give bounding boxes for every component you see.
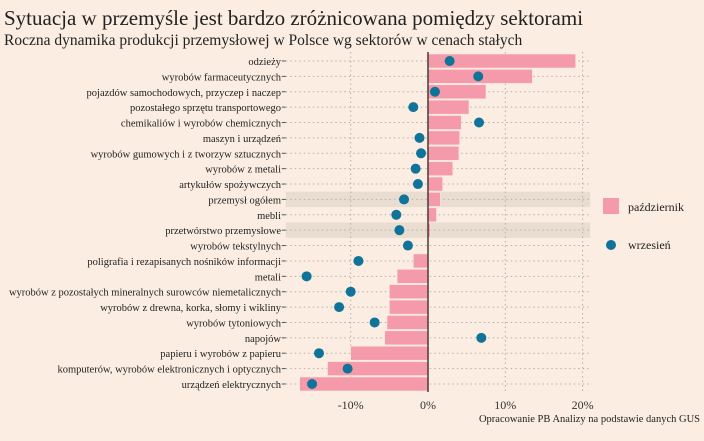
source-note: Opracowanie PB Analizy na podstawie dany… (479, 414, 700, 425)
bar-pazdziernik (396, 269, 429, 284)
dot-wrzesien (342, 363, 353, 374)
category-label: wyrobów gumowych i z tworzyw sztucznych (91, 149, 282, 160)
category-label: odzieży (248, 57, 281, 68)
dot-wrzesien (301, 271, 312, 282)
dot-wrzesien (391, 209, 402, 220)
x-tick-label: 10% (494, 398, 516, 412)
category-label: wyrobów z metali (205, 165, 281, 176)
category-label: pojazdów samochodowych, przyczep i nacze… (87, 88, 281, 99)
category-label: urządzeń elektrycznych (182, 380, 282, 391)
dot-wrzesien (353, 255, 364, 266)
chart-subtitle: Roczna dynamika produkcji przemysłowej w… (4, 32, 523, 49)
bar-pazdziernik (413, 253, 429, 269)
category-label: metali (255, 272, 281, 283)
category-label: wyrobów z drewna, korka, słomy i wikliny (100, 303, 282, 314)
dot-wrzesien (394, 225, 405, 236)
legend-swatch-bar (603, 198, 619, 214)
bar-pazdziernik (389, 299, 429, 315)
dot-wrzesien (429, 86, 440, 97)
category-label: wyrobów tekstylnych (190, 242, 281, 253)
category-label: komputerów, wyrobów elektronicznych i op… (57, 365, 281, 376)
category-label: artykułów spożywczych (179, 180, 282, 191)
bar-pazdziernik (427, 192, 441, 207)
chart-title: Sytuacja w przemyśle jest bardzo zróżnic… (4, 6, 584, 30)
dot-wrzesien (402, 240, 413, 251)
category-label: wyrobów z pozostałych mineralnych surowc… (9, 288, 282, 299)
dot-wrzesien (399, 194, 410, 205)
bar-pazdziernik (389, 284, 429, 300)
dot-wrzesien (412, 179, 423, 190)
category-label: pozostałego sprzętu transportowego (130, 103, 281, 114)
category-label: wyrobów farmaceutycznych (162, 72, 282, 83)
dot-wrzesien (473, 71, 484, 82)
bar-pazdziernik (350, 345, 429, 361)
dot-wrzesien (369, 317, 380, 328)
category-label: mebli (257, 211, 281, 222)
category-label: chemikaliów i wyrobów chemicznych (121, 119, 282, 130)
legend-swatch-dot (606, 240, 616, 250)
category-label: przetwórstwo przemysłowe (165, 226, 281, 237)
category-label: papieru i wyrobów z papieru (160, 349, 281, 360)
dot-wrzesien (334, 302, 345, 313)
bar-pazdziernik (427, 145, 460, 161)
bar-pazdziernik (386, 315, 429, 330)
dot-wrzesien (476, 332, 487, 343)
dot-wrzesien (307, 378, 318, 389)
bar-pazdziernik (427, 207, 437, 223)
dot-wrzesien (410, 163, 421, 174)
bar-pazdziernik (299, 376, 429, 392)
bar-pazdziernik (427, 99, 470, 115)
bar-pazdziernik (427, 176, 443, 192)
bar-pazdziernik (427, 161, 454, 176)
dot-wrzesien (444, 56, 455, 66)
dot-wrzesien (416, 148, 427, 159)
dot-wrzesien (345, 286, 356, 297)
bar-pazdziernik (384, 330, 429, 346)
category-label: przemysł ogółem (208, 195, 281, 206)
x-tick-label: -10% (338, 398, 364, 412)
legend-label-wrzesien: wrzesień (628, 238, 671, 252)
bar-pazdziernik (427, 130, 460, 146)
dot-wrzesien (314, 348, 325, 359)
dot-wrzesien (414, 132, 425, 143)
dot-wrzesien (474, 117, 485, 128)
category-label: wyrobów tytoniowych (186, 318, 282, 329)
dot-wrzesien (408, 102, 419, 113)
category-label: napojów (245, 334, 282, 345)
x-tick-label: 0% (420, 398, 436, 412)
category-label: poligrafia i rezapisanych nośników infor… (87, 257, 281, 268)
bar-pazdziernik (427, 115, 462, 130)
bar-pazdziernik (327, 361, 429, 376)
legend-label-pazdziernik: październik (628, 200, 684, 214)
category-label: maszyn i urządzeń (203, 134, 282, 145)
highlight-band (285, 222, 591, 238)
x-tick-label: 20% (572, 398, 594, 412)
